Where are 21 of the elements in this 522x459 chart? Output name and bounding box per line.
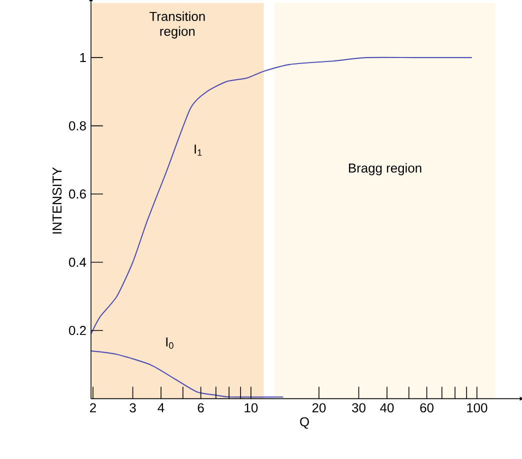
x-tick-label: 100 — [467, 403, 488, 412]
x-axis-title: Q — [300, 417, 309, 429]
x-tick-label: 10 — [244, 403, 258, 412]
x-tick-label: 6 — [198, 403, 204, 412]
y-tick-label: 0.2 — [68, 326, 86, 336]
x-tick-label: 40 — [380, 403, 394, 412]
x-tick-label: 3 — [130, 403, 136, 412]
x-tick-label: 2 — [90, 403, 96, 412]
x-tick-label: 4 — [158, 403, 164, 412]
series-label: I$_{1}$ — [194, 144, 202, 156]
y-tick-label: 1 — [80, 53, 86, 62]
band-label: Transition region — [150, 11, 205, 38]
y-axis-title: INTENSITY — [52, 167, 62, 234]
x-tick-label: 60 — [420, 403, 434, 412]
y-tick-label: 0.8 — [68, 121, 86, 130]
series-label: I$_{0}$ — [166, 338, 174, 349]
y-tick-label: 0.6 — [68, 189, 86, 199]
band-label: Bragg region — [348, 163, 422, 176]
x-tick-label: 20 — [312, 403, 326, 412]
x-tick-label: 30 — [352, 403, 366, 412]
y-tick-label: 0.4 — [68, 258, 86, 267]
